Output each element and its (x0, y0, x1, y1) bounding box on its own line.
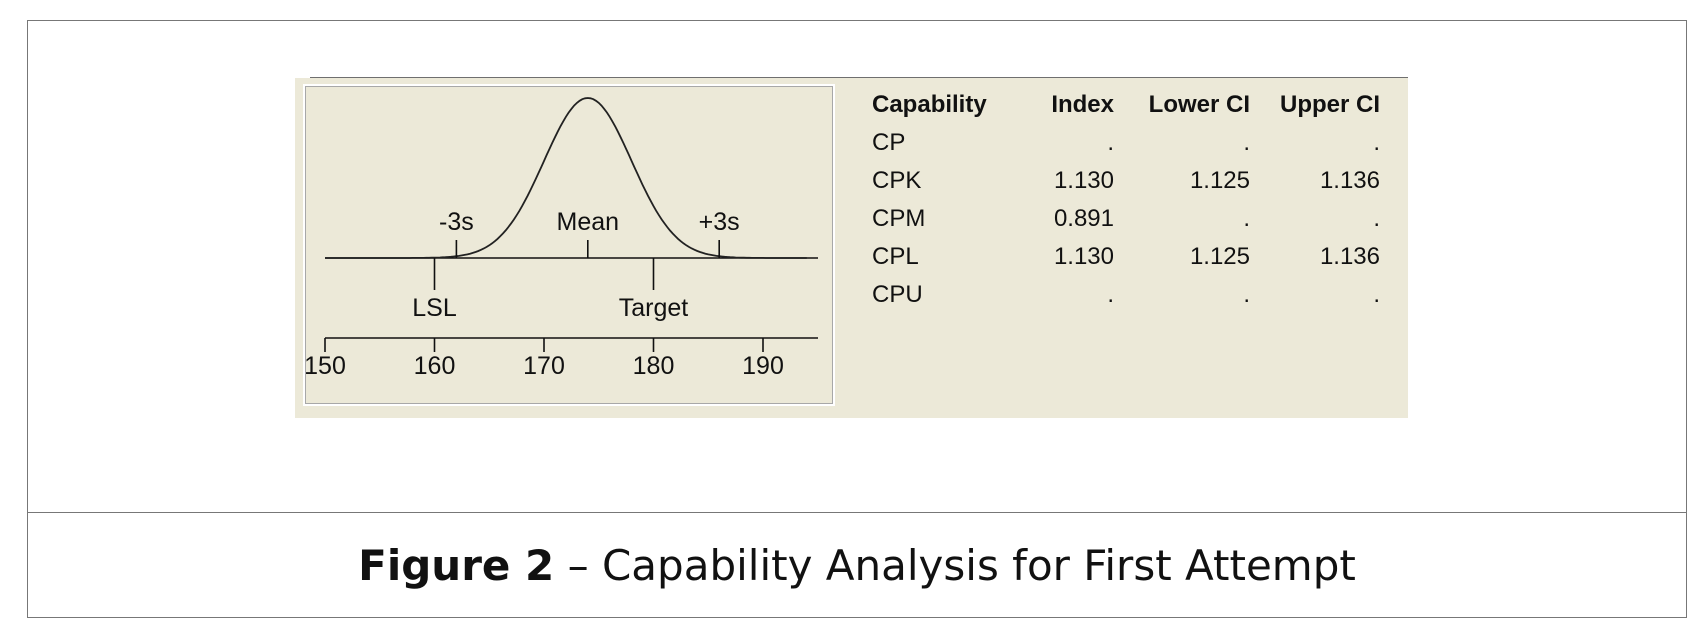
x-tick-label-150: 150 (304, 352, 346, 380)
table-cell: 1.136 (1319, 243, 1380, 270)
table-cell: . (1243, 205, 1250, 232)
capability-plot-box (303, 84, 835, 406)
figure-frame (27, 20, 1687, 618)
table-row-label: CPU (872, 281, 923, 308)
x-tick-label-180: 180 (632, 352, 675, 380)
table-cell: . (1107, 129, 1114, 156)
table-row-label: CP (872, 129, 906, 156)
table-cell: 1.125 (1189, 243, 1250, 270)
capability-panel (295, 78, 1408, 418)
marker-label-mean: Mean (556, 208, 620, 236)
table-row-label: CPL (872, 243, 919, 270)
figure-number: Figure 2 (358, 540, 555, 590)
table-row-label: CPM (872, 205, 926, 232)
table-cell: . (1243, 129, 1250, 156)
table-cell: . (1373, 281, 1380, 308)
panel-top-edge (310, 77, 1408, 78)
caption-separator: – (567, 540, 589, 590)
table-row-label: CPK (872, 167, 922, 194)
table-header-index: Index (1051, 91, 1114, 118)
table-cell: . (1373, 129, 1380, 156)
caption-text: Capability Analysis for First Attempt (601, 540, 1356, 590)
x-tick-label-160: 160 (413, 352, 456, 380)
caption-divider (27, 512, 1687, 513)
marker-label-lsl: LSL (412, 294, 457, 322)
table-header-lower-ci: Lower CI (1148, 91, 1250, 118)
table-cell: 1.136 (1319, 167, 1380, 194)
x-tick-label-170: 170 (523, 352, 565, 380)
table-header-upper-ci: Upper CI (1279, 91, 1380, 118)
table-cell: . (1107, 281, 1114, 308)
marker-label-3s: -3s (439, 208, 474, 236)
table-cell: . (1373, 205, 1380, 232)
table-cell: 0.891 (1053, 205, 1114, 232)
table-cell: 1.130 (1053, 243, 1114, 270)
marker-label-target: Target (618, 294, 689, 322)
table-header-capability: Capability (872, 91, 987, 118)
normal-curve (325, 97, 807, 259)
table-cell: . (1243, 281, 1250, 308)
table-cell: 1.130 (1053, 167, 1114, 194)
marker-label-3s: +3s (698, 208, 740, 236)
figure-caption: Figure 2 – Capability Analysis for First… (27, 512, 1687, 618)
table-cell: 1.125 (1189, 167, 1250, 194)
x-tick-label-190: 190 (742, 352, 784, 380)
